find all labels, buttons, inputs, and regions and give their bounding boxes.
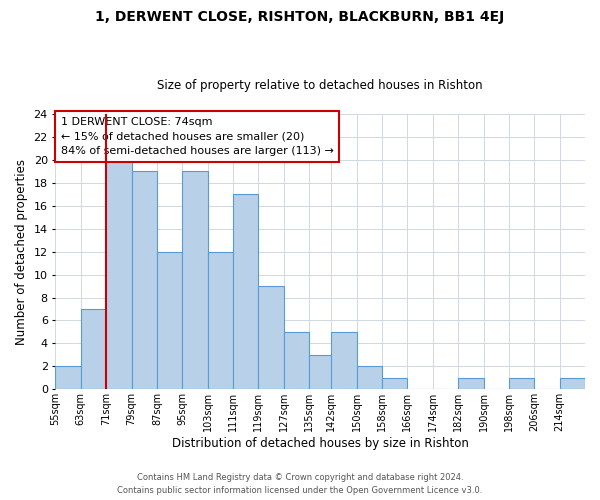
- Bar: [309, 355, 334, 390]
- Title: Size of property relative to detached houses in Rishton: Size of property relative to detached ho…: [157, 79, 483, 92]
- Bar: [182, 172, 208, 390]
- Bar: [509, 378, 534, 390]
- Bar: [233, 194, 259, 390]
- Bar: [55, 366, 81, 390]
- Bar: [284, 332, 309, 390]
- Bar: [382, 378, 407, 390]
- Bar: [106, 160, 131, 390]
- X-axis label: Distribution of detached houses by size in Rishton: Distribution of detached houses by size …: [172, 437, 469, 450]
- Text: Contains HM Land Registry data © Crown copyright and database right 2024.
Contai: Contains HM Land Registry data © Crown c…: [118, 474, 482, 495]
- Bar: [458, 378, 484, 390]
- Bar: [157, 252, 182, 390]
- Bar: [356, 366, 382, 390]
- Bar: [331, 332, 356, 390]
- Bar: [560, 378, 585, 390]
- Bar: [208, 252, 233, 390]
- Bar: [259, 286, 284, 390]
- Text: 1, DERWENT CLOSE, RISHTON, BLACKBURN, BB1 4EJ: 1, DERWENT CLOSE, RISHTON, BLACKBURN, BB…: [95, 10, 505, 24]
- Bar: [81, 309, 106, 390]
- Y-axis label: Number of detached properties: Number of detached properties: [15, 158, 28, 344]
- Text: 1 DERWENT CLOSE: 74sqm
← 15% of detached houses are smaller (20)
84% of semi-det: 1 DERWENT CLOSE: 74sqm ← 15% of detached…: [61, 117, 334, 156]
- Bar: [131, 172, 157, 390]
